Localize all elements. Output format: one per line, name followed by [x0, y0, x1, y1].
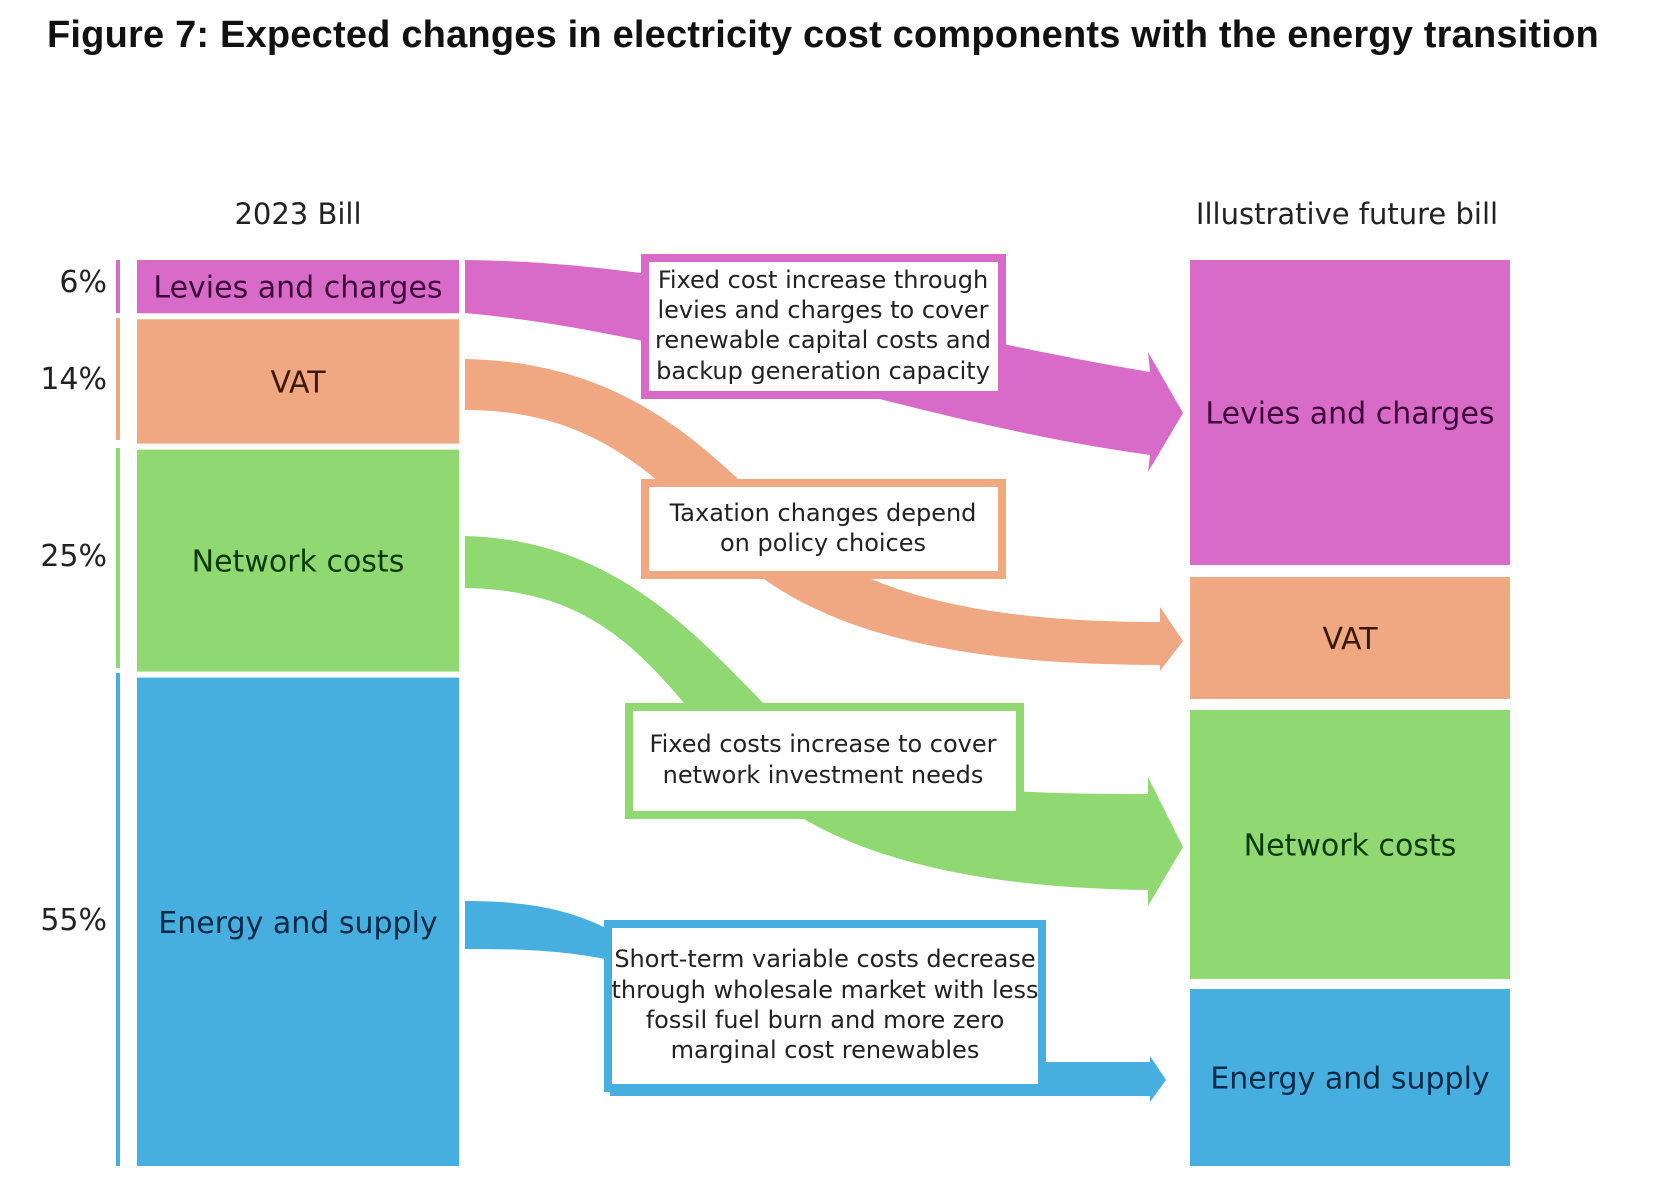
right-stacked-bar: Levies and charges VAT Network costs Energy… [1190, 260, 1510, 1166]
left-label-vat: VAT [270, 365, 326, 400]
right-segment-vat [1190, 577, 1510, 699]
vat-callout: Taxation changes depend on policy choice… [641, 479, 1006, 579]
callout-line: marginal cost renewables [671, 1036, 980, 1064]
left-label-network-costs: Network costs [192, 545, 405, 580]
right-segment-levies-and-charges [1190, 260, 1510, 565]
left-segment-vat [137, 319, 459, 444]
right-label-energy-and-supply: Energy and supply [1210, 1062, 1489, 1097]
energy-side-line [116, 673, 120, 1166]
left-label-energy-and-supply: Energy and supply [158, 906, 437, 941]
callout-line: Short-term variable costs decrease [614, 945, 1035, 973]
left-bar-header: 2023 Bill [234, 197, 361, 231]
callout-line: Fixed costs increase to cover [650, 730, 997, 758]
left-segment-levies-and-charges [137, 260, 459, 314]
right-segment-network-costs [1190, 710, 1510, 979]
left-label-levies-and-charges: Levies and charges [153, 271, 442, 306]
left-stacked-bar: Levies and charges VAT Network costs Energy… [137, 260, 459, 1166]
right-segment-energy-and-supply [1190, 989, 1510, 1166]
levies-callout: Fixed cost increase through levies and c… [641, 254, 1006, 399]
network-percent: 25% [40, 539, 107, 574]
left-segment-network-costs [137, 449, 459, 672]
vat-percent: 14% [40, 362, 107, 397]
energy-callout: Short-term variable costs decrease throu… [604, 920, 1046, 1092]
right-label-levies-and-charges: Levies and charges [1205, 397, 1494, 432]
figure-title: Figure 7: Expected changes in electricit… [47, 14, 1599, 56]
network-callout: Fixed costs increase to cover network in… [625, 703, 1024, 819]
callout-line: through wholesale market with less [612, 976, 1039, 1004]
vat-flow-arrow [465, 359, 1183, 671]
callout-line: backup generation capacity [656, 357, 990, 385]
right-label-vat: VAT [1322, 622, 1378, 657]
callout-line: network investment needs [663, 761, 984, 789]
callout-line: renewable capital costs and [655, 326, 991, 354]
callout-line: Taxation changes depend [669, 499, 977, 527]
energy-percent: 55% [40, 903, 107, 938]
callout-line: fossil fuel burn and more zero [646, 1006, 1005, 1034]
callout-line: on policy choices [720, 529, 926, 557]
right-bar-header: Illustrative future bill [1196, 197, 1498, 231]
callout-line: levies and charges to cover [657, 296, 988, 324]
left-segment-energy-and-supply [137, 677, 459, 1166]
callout-line: Fixed cost increase through [658, 266, 988, 294]
network-side-line [116, 448, 120, 668]
right-label-network-costs: Network costs [1244, 829, 1457, 864]
vat-side-line [116, 318, 120, 440]
levies-percent: 6% [59, 265, 107, 300]
levies-side-line [116, 260, 120, 313]
